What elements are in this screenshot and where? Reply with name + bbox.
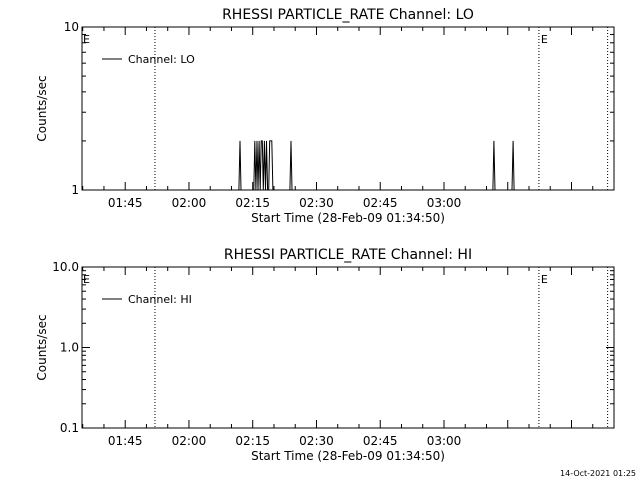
- event-line-label: E: [541, 273, 548, 286]
- y-tick-label: 0.1: [60, 421, 79, 435]
- series-line-0: [238, 140, 515, 191]
- x-axis-label: Start Time (28-Feb-09 01:34:50): [251, 449, 445, 463]
- y-tick-label: 10.0: [52, 260, 79, 274]
- event-marker-left: E: [83, 33, 90, 46]
- y-tick-label: 1: [71, 183, 79, 197]
- x-tick-label: 01:45: [108, 196, 143, 210]
- chart-title: RHESSI PARTICLE_RATE Channel: LO: [222, 7, 474, 23]
- x-tick-label: 01:45: [108, 434, 143, 448]
- x-tick-label: 02:15: [235, 196, 270, 210]
- y-axis-label: Counts/sec: [35, 314, 49, 380]
- x-tick-label: 03:00: [427, 434, 462, 448]
- y-tick-label: 1.0: [60, 341, 79, 355]
- x-tick-label: 02:00: [172, 196, 207, 210]
- x-tick-label: 02:30: [299, 434, 334, 448]
- event-line-label: E: [541, 33, 548, 46]
- x-tick-label: 02:15: [235, 434, 270, 448]
- x-tick-label: 03:00: [427, 196, 462, 210]
- x-tick-label: 02:45: [363, 196, 398, 210]
- y-tick-label: 10: [64, 20, 79, 34]
- x-tick-label: 02:00: [172, 434, 207, 448]
- event-marker-left: E: [83, 273, 90, 286]
- chart-title: RHESSI PARTICLE_RATE Channel: HI: [224, 247, 472, 263]
- x-tick-label: 02:30: [299, 196, 334, 210]
- y-axis-label: Counts/sec: [35, 75, 49, 141]
- legend-entry: Channel: LO: [128, 53, 195, 66]
- x-axis-label: Start Time (28-Feb-09 01:34:50): [251, 211, 445, 225]
- generation-timestamp: 14-Oct-2021 01:25: [560, 469, 636, 478]
- x-tick-label: 02:45: [363, 434, 398, 448]
- legend-entry: Channel: HI: [128, 293, 192, 306]
